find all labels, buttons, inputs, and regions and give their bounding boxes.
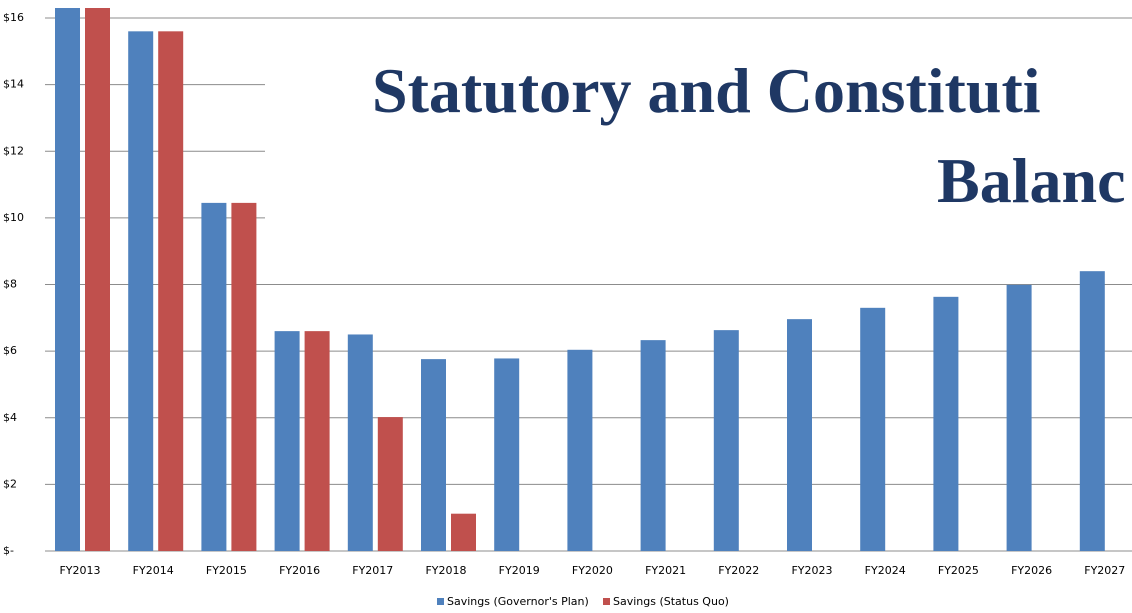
bar (55, 8, 80, 552)
bar (85, 8, 110, 552)
bars (55, 8, 1105, 552)
bar (128, 31, 154, 551)
bar (158, 31, 184, 551)
x-tick-label: FY2016 (279, 564, 320, 577)
bar (640, 340, 666, 551)
bar (933, 296, 959, 551)
bar (421, 359, 446, 551)
x-tick-label: FY2019 (499, 564, 540, 577)
x-tick-label: FY2025 (938, 564, 979, 577)
bar (1006, 284, 1032, 551)
legend-label: Savings (Governor's Plan) (447, 595, 589, 608)
x-tick-label: FY2024 (865, 564, 906, 577)
bar (567, 349, 593, 551)
x-tick-label: FY2022 (718, 564, 759, 577)
chart-title: Statutory and Constituti (372, 55, 1041, 126)
chart-title: Balanc (937, 145, 1125, 216)
y-tick-label: $12 (3, 144, 24, 157)
bar (274, 331, 300, 551)
bar (451, 513, 476, 551)
bar (713, 330, 739, 551)
bar (347, 334, 373, 551)
bar (787, 319, 812, 551)
y-tick-label: $16 (3, 11, 24, 24)
bar (304, 331, 330, 551)
x-tick-label: FY2021 (645, 564, 686, 577)
y-tick-label: $14 (3, 78, 24, 91)
y-tick-label: $8 (3, 278, 17, 291)
legend-swatch (437, 598, 444, 605)
bar (201, 202, 227, 551)
x-tick-label: FY2014 (133, 564, 174, 577)
x-tick-label: FY2027 (1084, 564, 1125, 577)
y-tick-label: $- (3, 544, 14, 557)
bar (1079, 271, 1105, 551)
legend-label: Savings (Status Quo) (613, 595, 729, 608)
y-tick-label: $6 (3, 344, 17, 357)
y-tick-label: $10 (3, 211, 24, 224)
labels: $- $2 $4 $6 $8 $10 $12 $14 $16 FY2013 FY2014 FY2015… (3, 11, 1125, 608)
y-tick-label: $4 (3, 411, 17, 424)
bar (377, 417, 403, 551)
x-tick-label: FY2018 (425, 564, 466, 577)
bar (494, 358, 520, 551)
x-tick-label: FY2015 (206, 564, 247, 577)
x-tick-label: FY2017 (352, 564, 393, 577)
bar (860, 307, 886, 551)
x-tick-label: FY2020 (572, 564, 613, 577)
y-tick-label: $2 (3, 477, 17, 490)
title-backdrop (265, 26, 1132, 250)
x-tick-label: FY2023 (791, 564, 832, 577)
x-tick-label: FY2026 (1011, 564, 1052, 577)
bar (231, 202, 257, 551)
x-tick-label: FY2013 (59, 564, 100, 577)
legend-swatch (603, 598, 610, 605)
